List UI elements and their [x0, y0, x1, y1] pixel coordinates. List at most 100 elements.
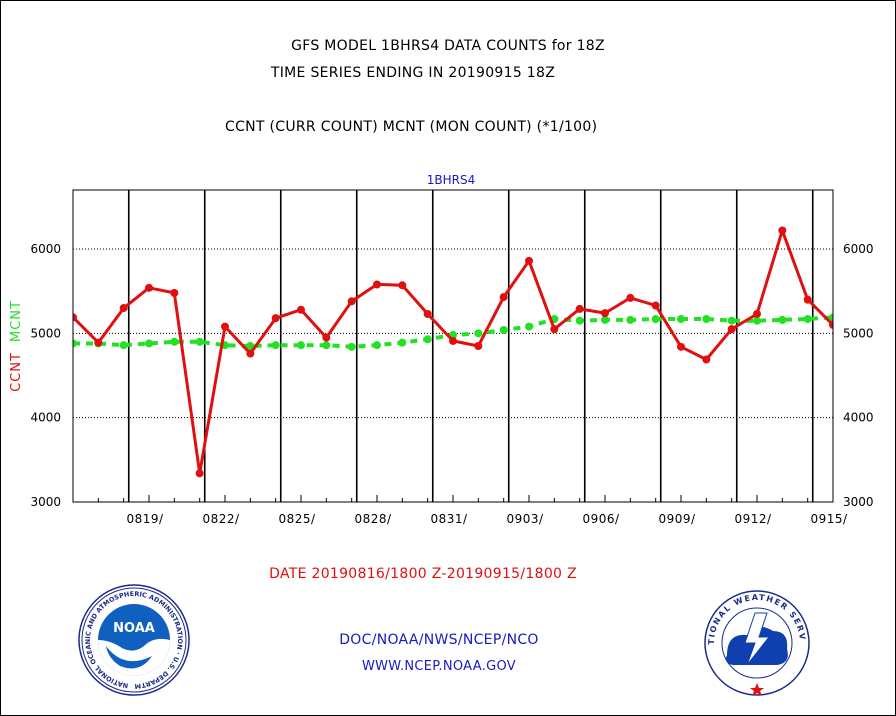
y-tick-labels-left: 3000 4000 5000 6000	[30, 242, 61, 509]
data-point-ccnt	[727, 325, 736, 334]
website-link[interactable]: WWW.NCEP.NOAA.GOV	[361, 659, 517, 674]
data-point-mcnt	[423, 335, 432, 344]
data-point-mcnt	[145, 339, 153, 348]
data-point-mcnt	[803, 315, 812, 324]
data-point-ccnt	[119, 304, 128, 313]
y-axis-label: CCNT MCNT	[9, 300, 24, 392]
title-line-1: GFS MODEL 1BHRS4 DATA COUNTS for 18Z	[291, 38, 605, 54]
data-point-ccnt	[601, 309, 609, 318]
data-point-ccnt	[373, 280, 381, 289]
date-range: DATE 20190816/1800 Z-20190915/1800 Z	[269, 566, 577, 582]
data-point-mcnt	[702, 315, 711, 324]
axis-ticks	[72, 495, 834, 502]
x-tick-label: 0819/	[126, 512, 164, 526]
x-tick-label: 0915/	[810, 512, 848, 526]
plot-title: 1BHRS4	[427, 173, 475, 187]
x-tick-label: 0903/	[506, 512, 544, 526]
y-tick-labels-right: 3000 4000 5000 6000	[843, 242, 874, 509]
horizontal-gridlines	[73, 248, 833, 419]
data-point-mcnt	[322, 341, 331, 350]
data-point-mcnt	[727, 316, 736, 325]
data-point-mcnt	[778, 315, 787, 324]
chart-subtitle: CCNT (CURR COUNT) MCNT (MON COUNT) (*1/1…	[225, 119, 598, 135]
x-tick-label: 0831/	[430, 512, 468, 526]
data-point-mcnt	[398, 338, 407, 347]
data-point-ccnt	[525, 256, 533, 265]
y-tick-label-right: 4000	[843, 411, 874, 425]
data-point-mcnt	[474, 329, 483, 338]
y-tick-label-right: 6000	[843, 242, 874, 256]
data-point-mcnt	[575, 316, 584, 325]
y-tick-label: 5000	[30, 326, 61, 340]
data-point-ccnt	[398, 281, 407, 290]
data-point-ccnt	[94, 338, 103, 347]
data-point-mcnt	[73, 339, 77, 348]
data-point-ccnt	[651, 301, 660, 310]
x-tick-label: 0822/	[202, 512, 240, 526]
noaa-logo: NATIONAL OCEANIC AND ATMOSPHERIC ADMINIS…	[78, 584, 190, 696]
data-point-mcnt	[499, 325, 508, 334]
data-point-mcnt	[373, 341, 381, 350]
data-point-mcnt	[601, 315, 609, 324]
data-point-ccnt	[246, 349, 255, 358]
data-point-ccnt	[829, 320, 833, 329]
data-point-mcnt	[677, 315, 685, 324]
title-line-2: TIME SERIES ENDING IN 20190915 18Z	[270, 65, 556, 81]
data-point-mcnt	[170, 337, 179, 346]
data-point-ccnt	[626, 293, 635, 302]
data-point-mcnt	[651, 315, 660, 324]
y-tick-label: 4000	[30, 411, 61, 425]
data-point-ccnt	[449, 336, 457, 345]
series-ccnt	[73, 226, 833, 478]
data-point-ccnt	[677, 342, 685, 351]
x-tick-label: 0912/	[734, 512, 772, 526]
agency-path: DOC/NOAA/NWS/NCEP/NCO	[339, 632, 539, 648]
data-point-ccnt	[499, 293, 508, 302]
y-tick-label: 6000	[30, 242, 61, 256]
noaa-logo-text: NOAA	[113, 621, 155, 636]
x-tick-label: 0906/	[582, 512, 620, 526]
y-tick-label-right: 3000	[843, 495, 874, 509]
x-tick-label: 0825/	[278, 512, 316, 526]
data-point-ccnt	[73, 313, 77, 322]
y-axis-label-mcnt: MCNT	[9, 300, 24, 342]
data-point-ccnt	[550, 325, 559, 334]
data-point-ccnt	[753, 309, 761, 318]
data-point-ccnt	[575, 304, 584, 313]
data-point-mcnt	[195, 337, 204, 346]
data-point-mcnt	[753, 316, 761, 325]
series-mcnt	[73, 313, 833, 351]
data-point-ccnt	[221, 322, 229, 331]
nws-logo: NATIONAL WEATHER SERVICE	[704, 590, 810, 696]
x-tick-labels: 0819/0822/0825/0828/0831/0903/0906/0909/…	[126, 512, 848, 526]
data-point-mcnt	[119, 341, 128, 350]
svg-text:CCNTMCNT: CCNT MCNT	[9, 300, 24, 392]
data-point-mcnt	[829, 313, 833, 322]
data-point-ccnt	[347, 297, 356, 306]
data-point-mcnt	[246, 342, 255, 350]
data-point-ccnt	[297, 305, 305, 314]
y-tick-label: 3000	[30, 495, 61, 509]
y-tick-label-right: 5000	[843, 326, 874, 340]
data-point-ccnt	[170, 288, 179, 297]
data-point-ccnt	[145, 283, 153, 292]
data-point-ccnt	[474, 342, 483, 350]
data-point-ccnt	[322, 333, 331, 342]
data-point-mcnt	[525, 322, 533, 331]
x-tick-label: 0909/	[658, 512, 696, 526]
data-point-ccnt	[803, 295, 812, 304]
series-line-ccnt	[73, 229, 833, 475]
x-tick-label: 0828/	[354, 512, 392, 526]
data-point-ccnt	[271, 314, 280, 323]
data-point-mcnt	[297, 341, 305, 350]
data-point-mcnt	[271, 341, 280, 350]
data-point-mcnt	[626, 315, 635, 324]
y-axis-label-ccnt: CCNT	[9, 352, 24, 392]
data-point-mcnt	[347, 342, 356, 351]
data-point-ccnt	[195, 469, 204, 478]
plot-border	[72, 189, 834, 503]
data-point-ccnt	[702, 355, 711, 364]
data-point-ccnt	[778, 226, 787, 235]
data-point-ccnt	[423, 309, 432, 318]
